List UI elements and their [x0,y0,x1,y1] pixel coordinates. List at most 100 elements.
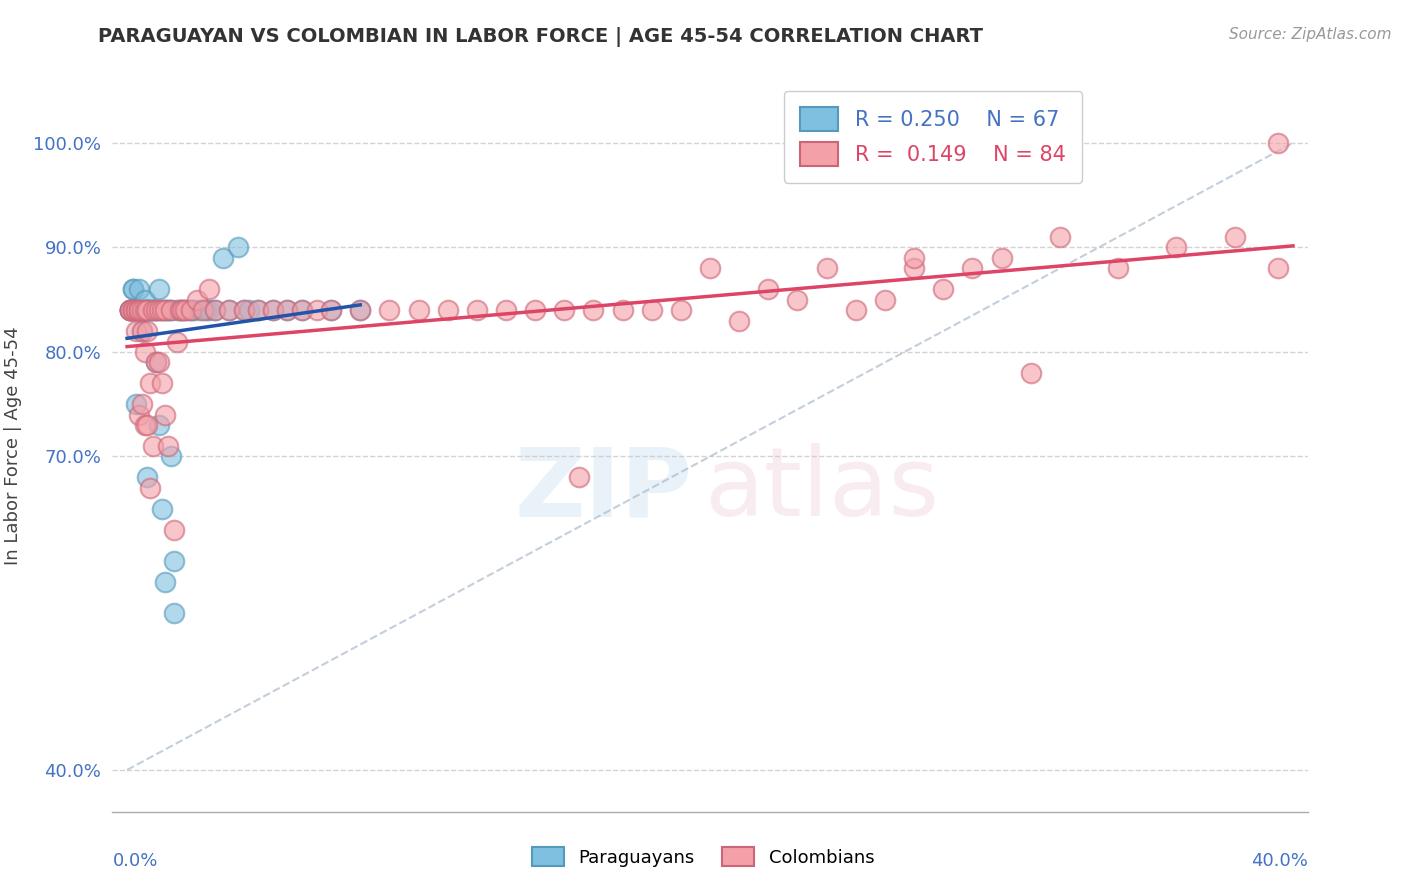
Point [125,303,148,318]
Point [319,303,342,318]
Legend: Paraguayans, Colombians: Paraguayans, Colombians [524,840,882,874]
Point [148,355,170,369]
Point [142,303,165,318]
Point [148,303,170,318]
Point [495,303,517,318]
Point [212,251,235,265]
Point [218,303,240,318]
Point [139,303,162,318]
Text: ZIP: ZIP [515,443,692,536]
Point [136,303,159,318]
Point [845,303,868,318]
Point [903,261,925,276]
Point [153,303,176,318]
Point [932,282,955,296]
Point [172,303,194,318]
Point [145,355,167,369]
Point [134,303,156,318]
Point [118,303,141,318]
Point [247,303,270,318]
Point [125,303,148,318]
Point [145,355,167,369]
Point [150,303,173,318]
Point [1223,230,1246,244]
Point [191,303,214,318]
Point [699,261,721,276]
Point [148,418,170,433]
Point [131,324,153,338]
Point [118,303,141,318]
Point [142,303,165,318]
Point [150,303,173,318]
Text: 40.0%: 40.0% [1251,852,1308,870]
Point [125,324,148,338]
Point [1049,230,1071,244]
Point [194,303,217,318]
Point [128,303,150,318]
Point [131,303,153,318]
Point [180,303,202,318]
Legend: R = 0.250    N = 67, R =  0.149    N = 84: R = 0.250 N = 67, R = 0.149 N = 84 [783,91,1083,183]
Point [136,324,159,338]
Point [276,303,298,318]
Point [153,574,176,589]
Point [139,303,162,318]
Point [148,303,170,318]
Point [204,303,226,318]
Point [218,303,240,318]
Point [136,418,159,433]
Point [145,303,167,318]
Point [197,282,219,296]
Point [873,293,896,307]
Point [118,303,141,318]
Point [408,303,430,318]
Point [186,293,208,307]
Point [122,303,145,318]
Point [159,303,181,318]
Point [319,303,342,318]
Point [378,303,401,318]
Point [122,282,145,296]
Point [291,303,314,318]
Point [128,303,150,318]
Text: atlas: atlas [704,443,939,536]
Point [134,293,156,307]
Point [1019,366,1042,380]
Point [786,293,808,307]
Point [134,418,156,433]
Point [169,303,191,318]
Point [125,303,148,318]
Point [139,376,162,391]
Point [262,303,284,318]
Point [815,261,838,276]
Point [142,439,165,453]
Point [156,439,179,453]
Point [553,303,575,318]
Point [756,282,779,296]
Point [436,303,458,318]
Point [134,345,156,359]
Point [238,303,260,318]
Point [232,303,254,318]
Point [125,397,148,411]
Point [582,303,605,318]
Text: Source: ZipAtlas.com: Source: ZipAtlas.com [1229,27,1392,42]
Point [1267,136,1289,150]
Point [118,303,141,318]
Point [305,303,328,318]
Point [136,303,159,318]
Point [465,303,488,318]
Point [131,303,153,318]
Point [128,408,150,422]
Point [128,303,150,318]
Point [128,282,150,296]
Point [177,303,200,318]
Point [136,303,159,318]
Point [349,303,371,318]
Point [524,303,547,318]
Point [612,303,634,318]
Point [962,261,984,276]
Point [172,303,194,318]
Point [903,251,925,265]
Point [134,303,156,318]
